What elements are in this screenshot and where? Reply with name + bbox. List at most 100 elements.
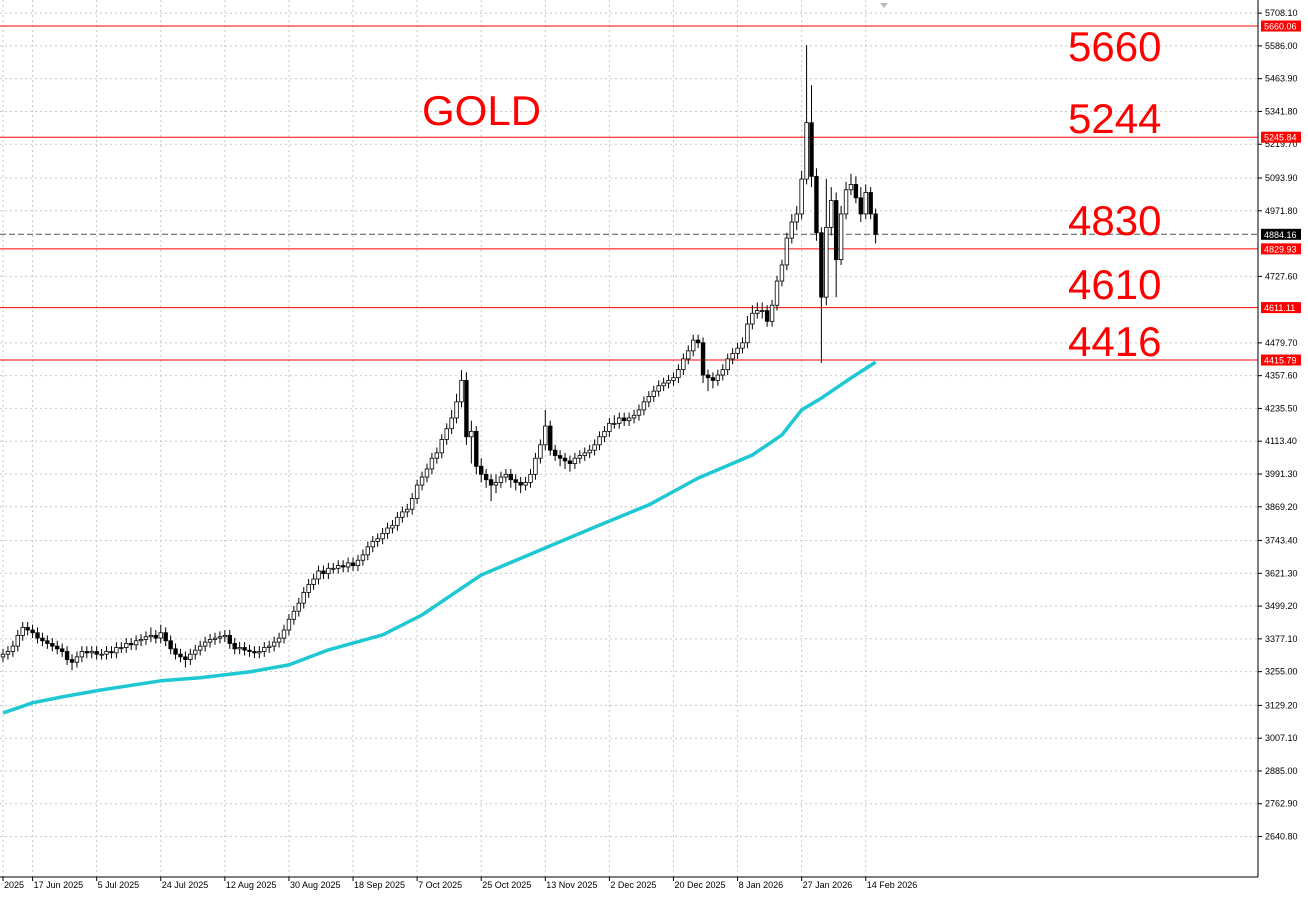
x-tick-label: 8 Jan 2026	[739, 880, 784, 890]
x-tick-label: 13 Nov 2025	[546, 880, 597, 890]
candle-body	[124, 643, 129, 648]
x-tick-label: 25 Oct 2025	[482, 880, 531, 890]
candle-body	[454, 401, 459, 419]
level-label-box	[1261, 20, 1301, 32]
candle-body	[301, 592, 306, 604]
y-tick-label: 2762.90	[1265, 799, 1298, 809]
candle-body	[168, 640, 173, 650]
candle-body	[819, 232, 824, 298]
candle-body	[252, 651, 257, 654]
candle-body	[740, 342, 745, 349]
candle-body	[617, 417, 622, 424]
candle-body	[202, 641, 208, 647]
candle-body	[55, 645, 60, 650]
candle-body	[326, 567, 331, 575]
x-tick-label: 2025	[4, 880, 24, 890]
candle-body	[710, 377, 716, 381]
y-tick-label: 2885.00	[1265, 766, 1298, 776]
candle-body	[178, 653, 183, 658]
candle-body	[64, 651, 70, 660]
candle-body	[158, 632, 163, 639]
annotation: 4416	[1068, 318, 1161, 365]
candle-body	[69, 659, 75, 663]
candle-body	[764, 310, 770, 322]
x-tick-label: 12 Aug 2025	[226, 880, 277, 890]
candle-body	[10, 645, 16, 652]
y-tick-label: 5219.70	[1265, 139, 1298, 149]
candle-body	[562, 457, 568, 462]
candle-body	[267, 645, 272, 648]
candle-body	[291, 610, 297, 620]
candle-body	[340, 565, 346, 568]
candle-body	[661, 382, 666, 387]
annotation: 5660	[1068, 23, 1161, 70]
candle-body	[572, 457, 578, 464]
candle-body	[641, 401, 647, 411]
candle-body	[853, 184, 859, 199]
x-tick-label: 5 Jul 2025	[98, 880, 140, 890]
level-label: 4829.93	[1264, 244, 1297, 254]
shift-marker	[880, 3, 888, 8]
candle-body	[730, 353, 735, 360]
level-label: 5660.06	[1264, 22, 1297, 32]
candle-body	[109, 651, 114, 654]
candle-body	[20, 626, 25, 636]
x-tick-label: 30 Aug 2025	[290, 880, 341, 890]
grid	[0, 0, 1258, 877]
candle-body	[232, 643, 237, 650]
candle-body	[173, 648, 178, 655]
candle-body	[809, 122, 814, 177]
candle-body	[360, 554, 366, 561]
candle-body	[474, 430, 479, 467]
level-label: 4415.79	[1264, 356, 1297, 366]
chart-title: GOLD	[422, 87, 541, 134]
candle-body	[35, 632, 40, 639]
candle-body	[257, 651, 262, 654]
candle-body	[459, 379, 464, 403]
candle-body	[789, 221, 794, 239]
candle-body	[725, 358, 730, 371]
candle-body	[306, 583, 311, 593]
candle-body	[133, 640, 139, 646]
x-tick-label: 20 Dec 2025	[674, 880, 725, 890]
y-tick-label: 3007.10	[1265, 733, 1298, 743]
candle-body	[848, 184, 854, 191]
candle-body	[237, 647, 242, 650]
candle-body	[197, 645, 203, 651]
candle-body	[666, 379, 671, 384]
candle-body	[829, 200, 834, 228]
candle-body	[296, 602, 301, 612]
candle-body	[414, 484, 420, 499]
candle-body	[286, 618, 292, 631]
candle-body	[331, 567, 336, 570]
candle-body	[760, 310, 765, 312]
candle-body	[271, 641, 277, 647]
candle-body	[577, 455, 583, 459]
candle-body	[548, 425, 553, 451]
candle-body	[503, 473, 509, 478]
candle-body	[602, 430, 607, 438]
candle-body	[74, 656, 80, 663]
candle-body	[104, 651, 109, 655]
y-tick-label: 3499.20	[1265, 601, 1298, 611]
candle-body	[247, 649, 252, 652]
candle-body	[508, 473, 513, 481]
level-label-box	[1261, 243, 1301, 255]
level-label-box	[1261, 302, 1301, 314]
y-tick-label: 5093.90	[1265, 173, 1298, 183]
candle-body	[651, 390, 656, 397]
candle-body	[833, 200, 839, 260]
candle-body	[735, 347, 740, 354]
level-label: 4611.11	[1264, 303, 1295, 313]
x-tick-label: 24 Jul 2025	[162, 880, 209, 890]
candle-body	[745, 323, 750, 344]
candle-body	[429, 457, 435, 470]
y-tick-label: 3869.20	[1265, 502, 1298, 512]
candle-body	[390, 524, 395, 529]
candle-body	[262, 647, 267, 652]
candle-body	[143, 636, 149, 640]
candle-body	[469, 430, 474, 438]
level-label: 5245.84	[1264, 133, 1297, 143]
